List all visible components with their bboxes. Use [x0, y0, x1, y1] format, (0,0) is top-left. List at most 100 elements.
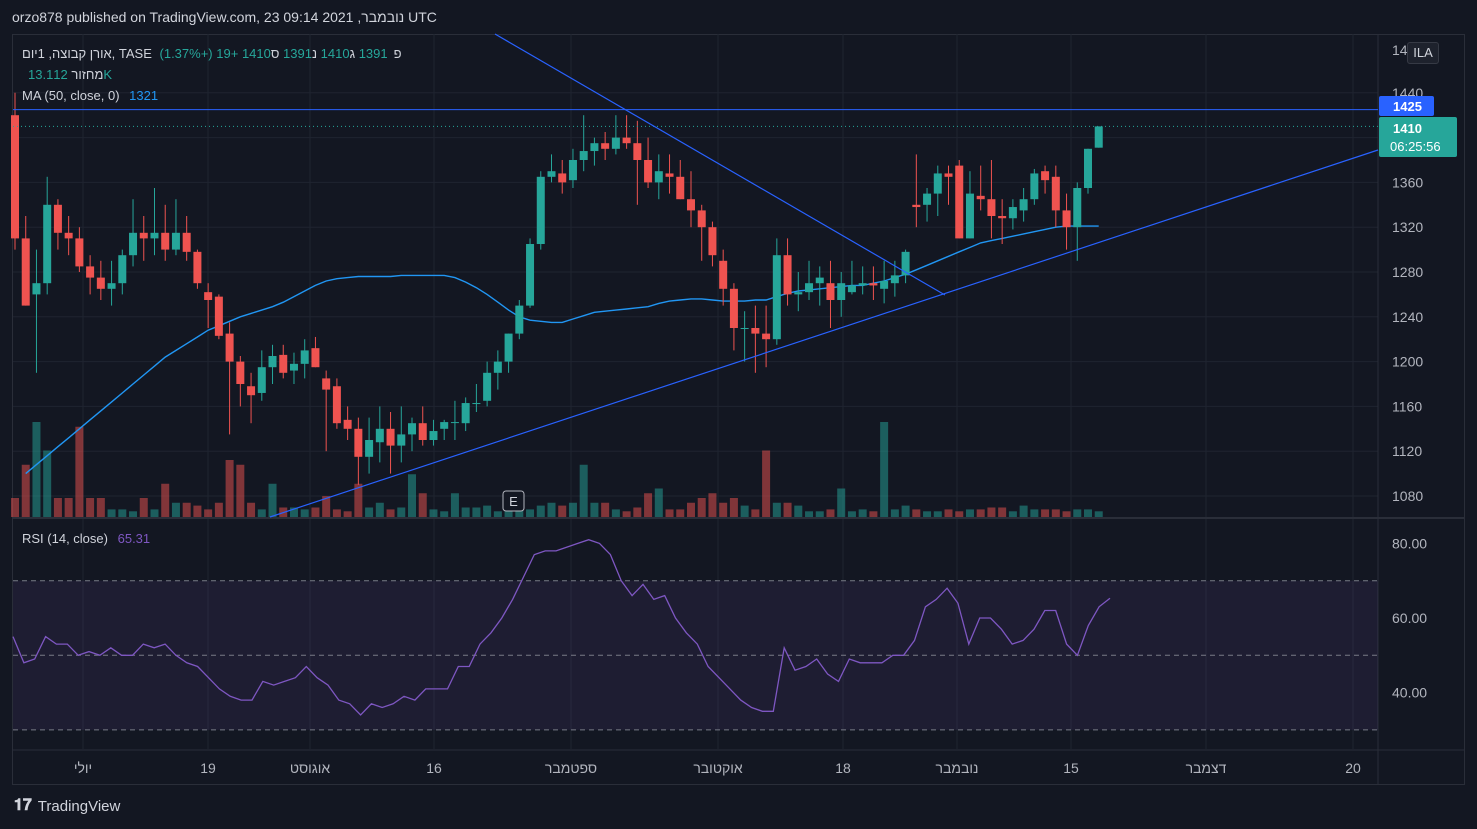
candle-body: [676, 176, 685, 200]
volume-bar: [461, 507, 470, 517]
rsi-value: 65.31: [117, 531, 151, 546]
volume-bars: [11, 422, 1103, 517]
candle-body: [965, 193, 974, 239]
candle-body: [955, 165, 964, 239]
volume-bar: [558, 505, 567, 517]
volume-bar: [472, 507, 481, 517]
candle-body: [880, 280, 889, 289]
candle-body: [526, 244, 535, 306]
volume-bar: [343, 511, 352, 517]
candle-body: [987, 199, 996, 216]
candle-body: [1041, 171, 1050, 181]
candle-body: [11, 115, 19, 239]
candle-body: [729, 288, 738, 328]
volume-bar: [21, 464, 30, 517]
candle-body: [644, 160, 653, 183]
candle-body: [815, 277, 824, 284]
volume-bar: [869, 511, 878, 517]
candle-body: [279, 354, 288, 373]
time-tick-label: אוקטובר: [693, 760, 743, 776]
candle-body: [450, 422, 459, 424]
trendlines[interactable]: [13, 33, 1379, 518]
volume-bar: [204, 509, 213, 517]
volume-bar: [386, 509, 395, 517]
candle-body: [665, 173, 674, 177]
volume-bar: [762, 450, 771, 517]
volume-bar: [568, 502, 577, 517]
candle-body: [579, 151, 588, 160]
volume-bar: [676, 509, 685, 517]
volume-bar: [579, 464, 588, 517]
candle-body: [901, 251, 910, 276]
candle-body: [933, 173, 942, 194]
volume-bar: [923, 511, 932, 517]
last-price-label: 1410: [1393, 121, 1422, 136]
candle-body: [483, 372, 492, 401]
candle-body: [53, 204, 62, 233]
symbol-label[interactable]: אורן קבוצה, 1יום, TASE: [22, 46, 152, 61]
volume-bar: [1084, 509, 1092, 517]
volume-bar: [440, 511, 449, 517]
volume-bar: [1030, 509, 1039, 517]
ma-50-line: [25, 225, 1099, 475]
volume-bar: [32, 422, 41, 517]
volume-bar: [171, 502, 180, 517]
rsi-tick-label: 40.00: [1392, 685, 1427, 701]
volume-bar: [826, 509, 835, 517]
candle-body: [890, 275, 899, 284]
candle-body: [247, 386, 256, 396]
volume-bar: [783, 502, 792, 517]
volume-bar: [1062, 511, 1071, 517]
volume-bar: [644, 493, 653, 517]
price-tick-label: 1320: [1392, 219, 1423, 235]
volume-bar: [118, 509, 127, 517]
volume-bar: [129, 511, 138, 517]
candle-body: [751, 328, 760, 334]
volume-bar: [697, 498, 706, 517]
candle-body: [86, 266, 95, 278]
hline-price-label: 1425: [1393, 99, 1422, 114]
earnings-badge-label: E: [509, 494, 518, 509]
candle-body: [1019, 199, 1028, 211]
volume-label[interactable]: מחזור: [71, 67, 104, 82]
volume-bar: [633, 507, 642, 517]
open-label: פ: [393, 46, 402, 61]
price-tick-label: 1120: [1392, 443, 1422, 459]
volume-bar: [300, 509, 309, 517]
candle-body: [976, 195, 985, 200]
candle-body: [547, 171, 556, 177]
candle-body: [408, 423, 417, 435]
publish-line: orzo878 published on TradingView.com, 23…: [12, 9, 437, 25]
candle-body: [43, 204, 52, 284]
candle-body: [322, 378, 331, 390]
brand-name: TradingView: [37, 797, 121, 815]
price-tick-label: 1160: [1392, 398, 1422, 414]
time-tick-label: נובמבר: [936, 760, 979, 776]
candle-body: [558, 173, 567, 183]
volume-bar: [944, 509, 953, 517]
volume-bar: [1008, 511, 1017, 517]
volume-bar: [526, 509, 535, 517]
candle-body: [204, 292, 213, 300]
volume-bar: [719, 502, 728, 517]
candle-body: [354, 428, 363, 457]
ma-label[interactable]: MA (50, close, 0): [22, 88, 120, 103]
volume-bar: [751, 509, 760, 517]
low-value: 1391: [283, 46, 312, 61]
volume-bar: [601, 502, 610, 517]
currency-button[interactable]: ILA: [1407, 42, 1439, 64]
candle-body: [847, 285, 856, 293]
candle-body: [429, 431, 438, 440]
legend-rsi: RSI (14, close) 65.31: [22, 531, 150, 546]
volume-bar: [976, 509, 985, 517]
rsi-label[interactable]: RSI (14, close): [22, 531, 108, 546]
candle-body: [601, 143, 610, 149]
volume-bar: [622, 511, 631, 517]
candle-body: [923, 193, 932, 205]
candle-body: [590, 143, 599, 152]
volume-bar: [547, 502, 556, 517]
candle-body: [611, 137, 620, 149]
volume-bar: [53, 498, 62, 517]
volume-bar: [858, 509, 867, 517]
